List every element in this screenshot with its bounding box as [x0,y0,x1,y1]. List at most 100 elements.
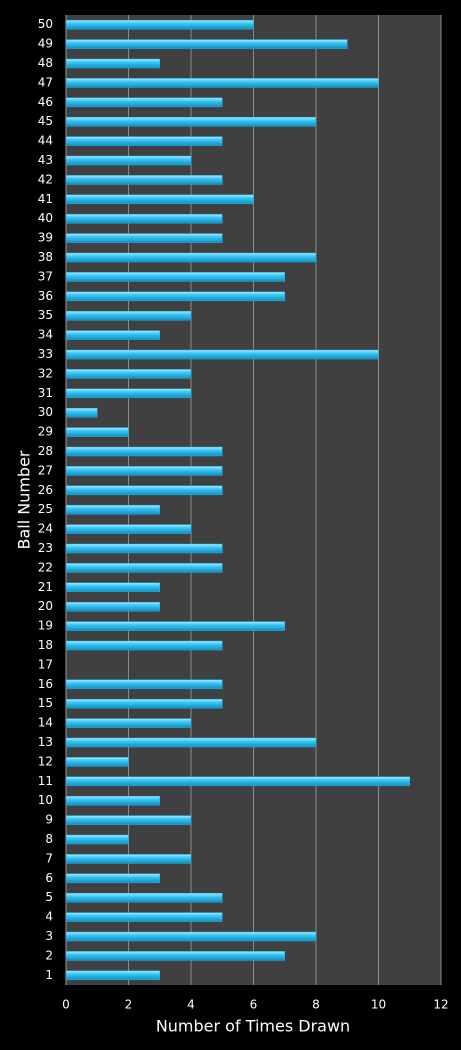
y-tick-label: 30 [38,405,53,419]
bar [65,601,160,612]
y-tick-label: 31 [38,386,53,400]
bar [65,407,98,418]
y-tick-label: 1 [45,968,53,982]
y-tick-label: 4 [45,910,53,924]
bar [65,621,285,631]
y-tick-label: 33 [38,347,53,361]
bar [65,78,379,88]
y-tick-label: 43 [38,153,53,167]
y-tick-label: 27 [38,463,53,477]
bar [65,504,160,515]
y-tick-label: 17 [38,657,53,671]
bar [65,854,192,864]
y-tick-label: 32 [38,366,53,380]
x-tick-label: 12 [433,998,448,1012]
bar [65,970,160,981]
x-axis-title: Number of Times Drawn [156,1017,350,1036]
bar [65,272,285,282]
bar [65,563,223,573]
bar [65,155,192,166]
y-tick-label: 21 [38,580,53,594]
y-tick-label: 28 [38,444,53,458]
bar [65,951,285,961]
bar [65,815,192,825]
x-tick-label: 0 [62,998,70,1012]
y-tick-label: 34 [38,328,53,342]
y-tick-label: 40 [38,211,53,225]
bar [65,698,223,709]
bar [65,776,410,787]
bar [65,136,223,146]
y-tick-label: 39 [38,231,53,245]
bar [65,757,129,767]
y-tick-label: 26 [38,483,53,497]
bar [65,582,160,593]
bar [65,912,223,922]
x-tick-label: 4 [187,998,195,1012]
y-tick-label: 3 [45,929,53,943]
y-tick-label: 18 [38,638,53,652]
bar [65,892,223,903]
y-tick-label: 10 [38,793,53,807]
bar [65,175,223,185]
bar [65,466,223,476]
bar [65,39,348,49]
bar [65,233,223,243]
y-tick-label: 16 [38,677,53,691]
bar [65,194,254,205]
y-tick-label: 41 [38,192,53,206]
y-tick-label: 20 [38,599,53,613]
bar [65,19,254,30]
y-tick-label: 38 [38,250,53,264]
y-tick-label: 37 [38,269,53,283]
x-tick-label: 10 [371,998,386,1012]
y-tick-label: 46 [38,95,53,109]
y-tick-label: 29 [38,425,53,439]
y-tick-label: 44 [38,134,53,148]
x-tick-label: 2 [125,998,133,1012]
y-axis-title: Ball Number [15,450,34,549]
y-tick-label: 14 [38,716,53,730]
y-tick-label: 22 [38,560,53,574]
y-tick-label: 24 [38,522,53,536]
bar [65,427,129,437]
bar [65,252,317,263]
y-tick-label: 12 [38,754,53,768]
bar [65,795,160,806]
y-tick-label: 19 [38,619,53,633]
bar [65,485,223,496]
y-tick-label: 13 [38,735,53,749]
y-tick-label: 9 [45,813,53,827]
y-tick-label: 11 [38,774,53,788]
bar [65,388,192,399]
y-tick-label: 48 [38,56,53,70]
y-tick-label: 50 [38,17,53,31]
y-tick-label: 15 [38,696,53,710]
y-tick-label: 5 [45,890,53,904]
y-tick-label: 2 [45,948,53,962]
bar [65,679,223,690]
y-tick-label: 23 [38,541,53,555]
bar [65,446,223,457]
bar [65,524,192,534]
bar [65,369,192,379]
bar [65,291,285,302]
y-tick-label: 25 [38,502,53,516]
bar [65,310,192,321]
y-tick-label: 45 [38,114,53,128]
bar [65,718,192,728]
bar [65,97,223,108]
bar [65,349,379,360]
bar [65,737,317,748]
bar [65,116,317,127]
y-tick-label: 35 [38,308,53,322]
x-tick-label: 6 [250,998,258,1012]
bar [65,834,129,845]
y-tick-label: 6 [45,871,53,885]
y-tick-label: 49 [38,37,53,51]
y-tick-label: 47 [38,75,53,89]
bar [65,640,223,651]
bar [65,873,160,884]
bar [65,330,160,340]
